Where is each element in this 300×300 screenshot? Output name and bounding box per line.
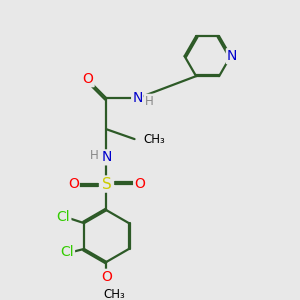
Text: N: N [227, 49, 237, 63]
Text: O: O [83, 72, 94, 86]
Text: H: H [145, 95, 154, 108]
Text: H: H [90, 149, 99, 163]
Text: CH₃: CH₃ [103, 288, 125, 300]
Text: Cl: Cl [60, 245, 74, 259]
Text: S: S [102, 177, 111, 192]
Text: Cl: Cl [57, 210, 70, 224]
Text: O: O [68, 177, 79, 191]
Text: N: N [101, 150, 112, 164]
Text: O: O [101, 270, 112, 284]
Text: N: N [132, 91, 142, 105]
Text: O: O [134, 177, 145, 191]
Text: CH₃: CH₃ [143, 133, 165, 146]
